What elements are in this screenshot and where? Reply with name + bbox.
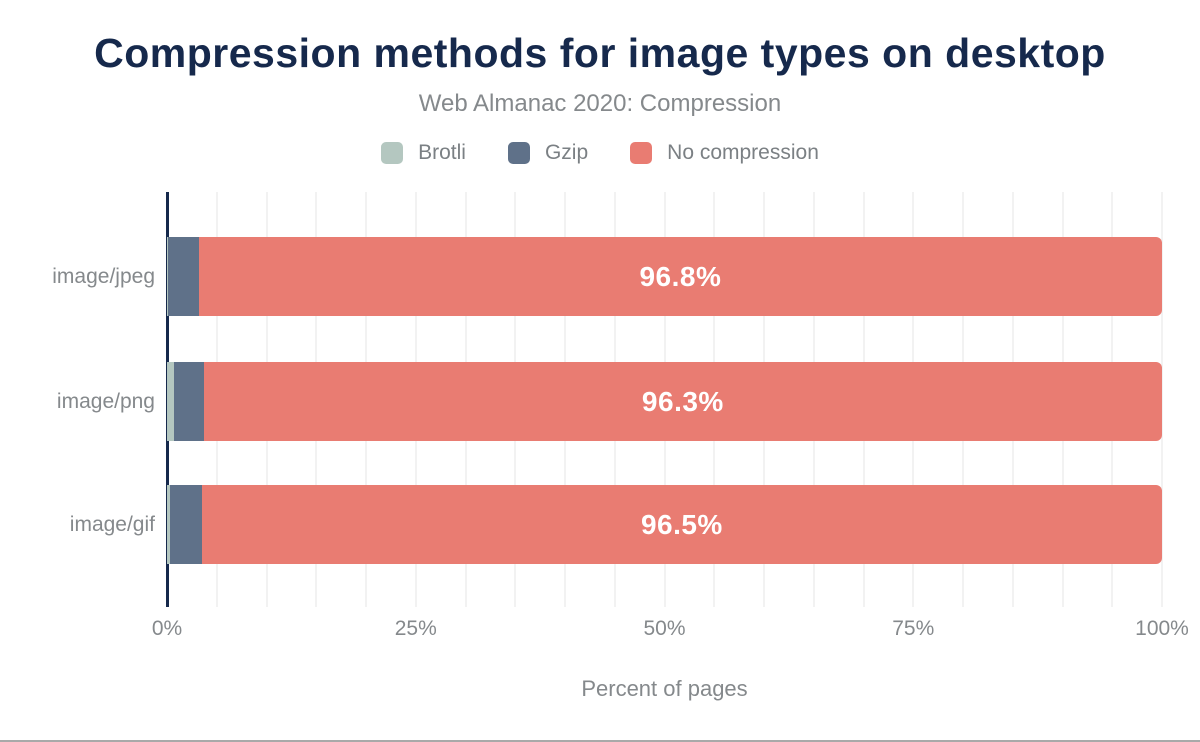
- y-axis-label-image-jpeg: image/jpeg: [52, 264, 155, 288]
- bar-segment-brotli: [167, 485, 170, 564]
- bar-row-image-png: 96.3%: [167, 362, 1162, 441]
- y-axis-label-image-gif: image/gif: [69, 512, 155, 536]
- x-tick-label-0: 0%: [151, 617, 183, 640]
- bar-segment-gzip: [173, 362, 204, 441]
- x-tick-label-25: 25%: [394, 617, 437, 640]
- legend-item-label: Brotli: [418, 141, 466, 164]
- x-tick-label-75: 75%: [892, 617, 935, 640]
- bar-segment-gzip: [167, 237, 199, 316]
- bar-value-label: 96.8%: [639, 260, 722, 292]
- bar-segment-brotli: [167, 237, 168, 316]
- gridline-100: [1161, 192, 1163, 607]
- x-tick-label-100: 100%: [1135, 617, 1189, 640]
- bar-segment-no-compression: 96.8%: [198, 237, 1162, 316]
- bar-row-image-gif: 96.5%: [167, 485, 1162, 564]
- chart-subtitle: Web Almanac 2020: Compression: [418, 90, 782, 117]
- bar-row-image-jpeg: 96.8%: [167, 237, 1162, 316]
- y-axis-label-image-png: image/png: [56, 389, 155, 413]
- plot-area: 96.8% 96.3% 96.5%: [166, 192, 1163, 607]
- bar-segment-no-compression: 96.5%: [201, 485, 1162, 564]
- legend-item-label: Gzip: [544, 141, 589, 164]
- x-tick-label-50: 50%: [643, 617, 686, 640]
- legend-item-label: No compression: [667, 141, 819, 164]
- chart-legend: Brotli Gzip No compression: [0, 141, 1200, 165]
- legend-swatch-icon: [381, 142, 404, 164]
- legend-swatch-icon: [630, 142, 653, 164]
- bar-segment-gzip: [169, 485, 202, 564]
- legend-item-no-compression: No compression: [630, 141, 819, 165]
- x-axis-title: Percent of pages: [581, 676, 748, 701]
- bar-value-label: 96.3%: [641, 385, 724, 417]
- bar-segment-no-compression: 96.3%: [203, 362, 1162, 441]
- chart-title: Compression methods for image types on d…: [94, 30, 1106, 76]
- legend-item-gzip: Gzip: [507, 141, 589, 165]
- legend-item-brotli: Brotli: [381, 141, 466, 165]
- legend-swatch-icon: [507, 142, 530, 164]
- bar-segment-brotli: [167, 362, 174, 441]
- bar-value-label: 96.5%: [640, 508, 723, 540]
